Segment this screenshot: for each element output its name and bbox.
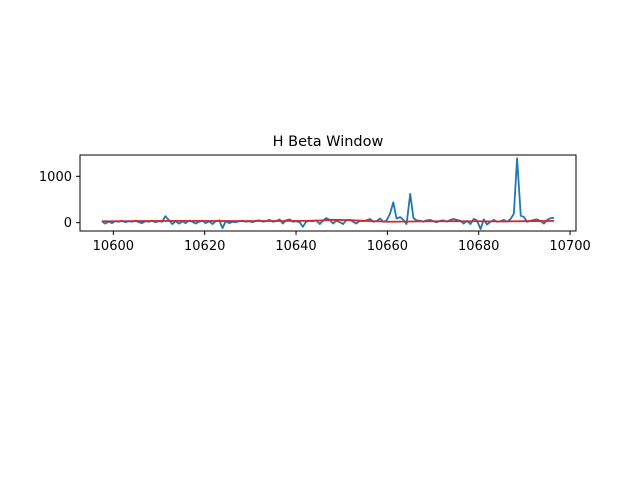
x-tick-label: 10700 [549,239,590,254]
y-tick-label: 1000 [39,170,72,185]
x-tick-label: 10620 [184,239,225,254]
x-tick-label: 10680 [458,239,499,254]
x-axis: 10600 10620 10640 10660 10680 10700 [93,231,591,254]
x-tick-label: 10660 [367,239,408,254]
y-axis: 0 1000 [39,170,80,231]
x-tick-label: 10600 [93,239,134,254]
series-line-flux [101,157,555,231]
series-line-fit [101,218,555,223]
x-tick-label: 10640 [275,239,316,254]
y-tick-label: 0 [64,216,72,231]
plot-frame [79,154,577,232]
plot-series [101,157,555,231]
chart-title: H Beta Window [273,134,384,150]
